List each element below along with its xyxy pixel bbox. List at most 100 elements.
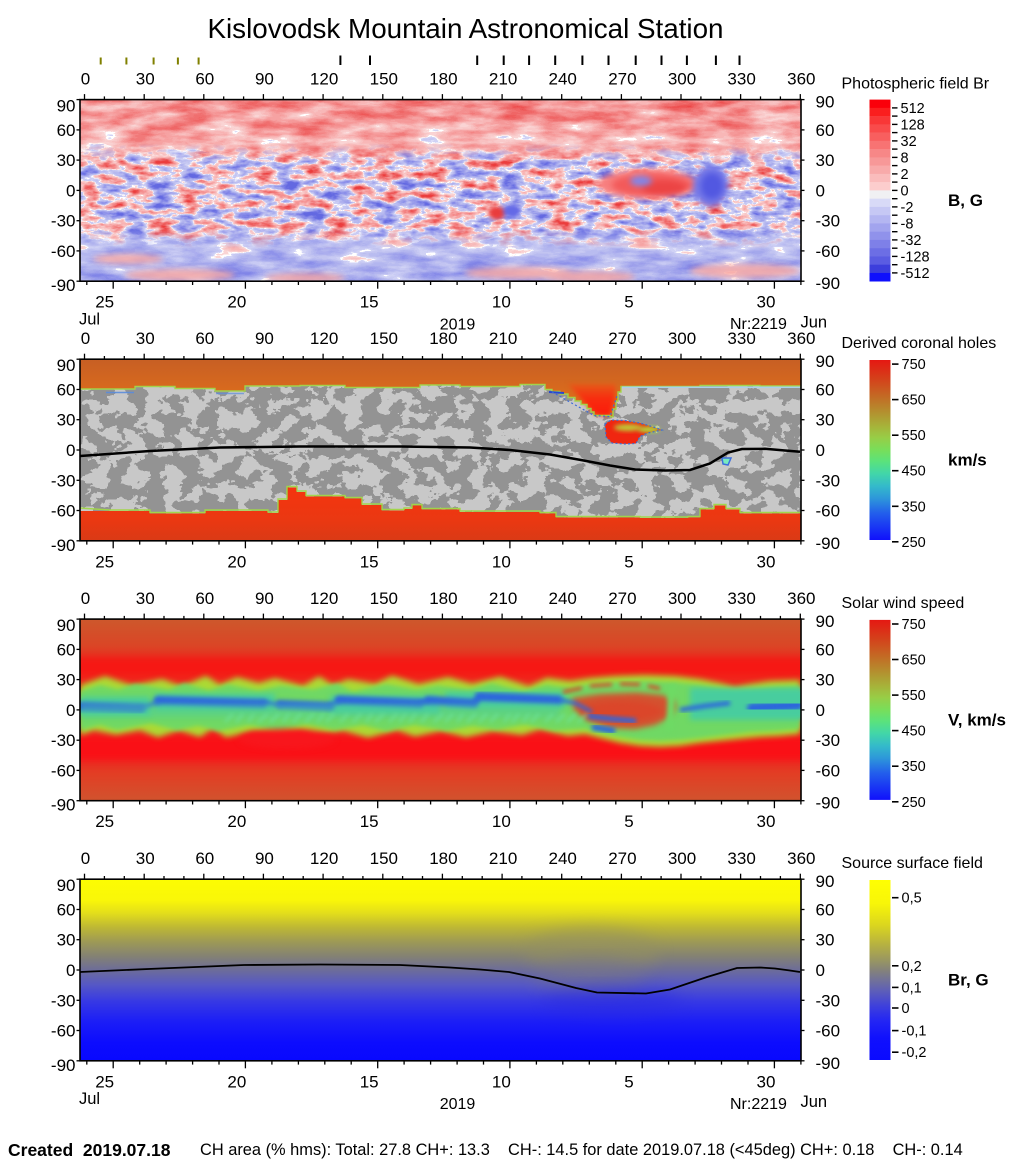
svg-text:-0,1: -0,1 — [902, 1024, 927, 1040]
svg-text:-60: -60 — [816, 242, 841, 261]
svg-text:-90: -90 — [816, 534, 841, 553]
svg-text:-30: -30 — [51, 991, 76, 1010]
svg-text:0: 0 — [816, 441, 825, 460]
svg-text:300: 300 — [668, 329, 696, 348]
svg-text:-0,2: -0,2 — [902, 1045, 927, 1061]
svg-text:Jul: Jul — [79, 311, 100, 329]
svg-text:120: 120 — [310, 329, 338, 348]
svg-text:8: 8 — [901, 150, 909, 166]
svg-text:0: 0 — [81, 69, 90, 88]
svg-text:650: 650 — [902, 653, 926, 669]
svg-text:90: 90 — [816, 612, 835, 631]
svg-text:300: 300 — [668, 589, 696, 608]
svg-text:30: 30 — [57, 931, 76, 950]
svg-text:Jun: Jun — [801, 1093, 828, 1111]
svg-text:-90: -90 — [51, 536, 76, 555]
svg-text:0: 0 — [816, 181, 825, 200]
svg-text:15: 15 — [360, 293, 379, 312]
svg-text:90: 90 — [255, 69, 274, 88]
svg-text:Created 2019.07.18: Created 2019.07.18 — [8, 1140, 171, 1160]
svg-text:2019: 2019 — [440, 316, 476, 333]
svg-text:240: 240 — [549, 329, 577, 348]
svg-text:60: 60 — [57, 121, 76, 140]
svg-text:0: 0 — [902, 1001, 910, 1017]
svg-text:550: 550 — [902, 688, 926, 704]
svg-text:Source surface field: Source surface field — [842, 855, 983, 872]
svg-text:-60: -60 — [51, 1022, 76, 1041]
svg-text:150: 150 — [370, 589, 398, 608]
svg-text:-60: -60 — [816, 502, 841, 521]
svg-text:240: 240 — [549, 589, 577, 608]
svg-text:120: 120 — [310, 849, 338, 868]
svg-text:120: 120 — [310, 69, 338, 88]
svg-text:350: 350 — [902, 499, 926, 515]
svg-text:-2: -2 — [901, 200, 914, 216]
svg-text:CH area (% hms): Total: 27.8 C: CH area (% hms): Total: 27.8 CH+: 13.3 C… — [200, 1141, 963, 1159]
svg-text:210: 210 — [489, 589, 517, 608]
svg-text:25: 25 — [95, 812, 114, 831]
svg-text:60: 60 — [816, 901, 835, 920]
svg-text:450: 450 — [902, 464, 926, 480]
svg-text:-60: -60 — [51, 242, 76, 261]
svg-text:512: 512 — [901, 101, 925, 117]
svg-text:5: 5 — [624, 552, 633, 571]
svg-text:30: 30 — [757, 552, 776, 571]
svg-text:15: 15 — [360, 1072, 379, 1091]
svg-text:180: 180 — [429, 329, 457, 348]
svg-text:-90: -90 — [51, 1056, 76, 1075]
svg-text:25: 25 — [95, 293, 114, 312]
svg-text:15: 15 — [360, 552, 379, 571]
svg-text:5: 5 — [624, 1072, 633, 1091]
svg-text:-30: -30 — [51, 212, 76, 231]
svg-text:90: 90 — [57, 97, 76, 116]
svg-text:Solar wind speed: Solar wind speed — [842, 595, 965, 612]
svg-text:0: 0 — [66, 961, 75, 980]
svg-text:240: 240 — [549, 849, 577, 868]
svg-text:-90: -90 — [816, 794, 841, 813]
svg-text:20: 20 — [227, 1072, 246, 1091]
svg-text:-512: -512 — [901, 266, 930, 282]
svg-text:90: 90 — [816, 872, 835, 891]
svg-text:180: 180 — [429, 849, 457, 868]
svg-text:32: 32 — [901, 134, 917, 150]
svg-text:30: 30 — [136, 329, 155, 348]
svg-text:360: 360 — [787, 69, 815, 88]
svg-text:90: 90 — [255, 849, 274, 868]
svg-text:0,2: 0,2 — [902, 959, 922, 975]
svg-text:0: 0 — [81, 589, 90, 608]
svg-text:5: 5 — [624, 812, 633, 831]
svg-text:Kislovodsk Mountain Astronomic: Kislovodsk Mountain Astronomical Station — [207, 13, 723, 44]
svg-text:Nr:2219: Nr:2219 — [730, 316, 787, 333]
svg-text:30: 30 — [816, 411, 835, 430]
svg-text:-30: -30 — [816, 471, 841, 490]
svg-text:90: 90 — [255, 589, 274, 608]
svg-text:750: 750 — [902, 617, 926, 633]
svg-text:90: 90 — [816, 352, 835, 371]
svg-text:90: 90 — [57, 356, 76, 375]
svg-text:-90: -90 — [816, 274, 841, 293]
svg-text:30: 30 — [136, 69, 155, 88]
svg-text:90: 90 — [816, 93, 835, 112]
svg-text:60: 60 — [57, 901, 76, 920]
svg-text:60: 60 — [816, 121, 835, 140]
svg-text:90: 90 — [57, 876, 76, 895]
svg-text:270: 270 — [608, 589, 636, 608]
svg-text:0: 0 — [66, 701, 75, 720]
svg-text:128: 128 — [901, 117, 925, 133]
svg-text:20: 20 — [227, 812, 246, 831]
svg-text:30: 30 — [57, 411, 76, 430]
svg-text:120: 120 — [310, 589, 338, 608]
svg-text:90: 90 — [57, 616, 76, 635]
svg-text:30: 30 — [136, 849, 155, 868]
svg-text:0: 0 — [816, 961, 825, 980]
svg-text:5: 5 — [624, 293, 633, 312]
svg-text:-60: -60 — [816, 761, 841, 780]
svg-text:150: 150 — [370, 69, 398, 88]
svg-text:Photospheric field Br: Photospheric field Br — [842, 76, 990, 93]
svg-text:0: 0 — [81, 329, 90, 348]
svg-text:90: 90 — [255, 329, 274, 348]
svg-text:-60: -60 — [816, 1022, 841, 1041]
svg-text:750: 750 — [902, 357, 926, 373]
svg-text:300: 300 — [668, 69, 696, 88]
svg-text:330: 330 — [727, 589, 755, 608]
